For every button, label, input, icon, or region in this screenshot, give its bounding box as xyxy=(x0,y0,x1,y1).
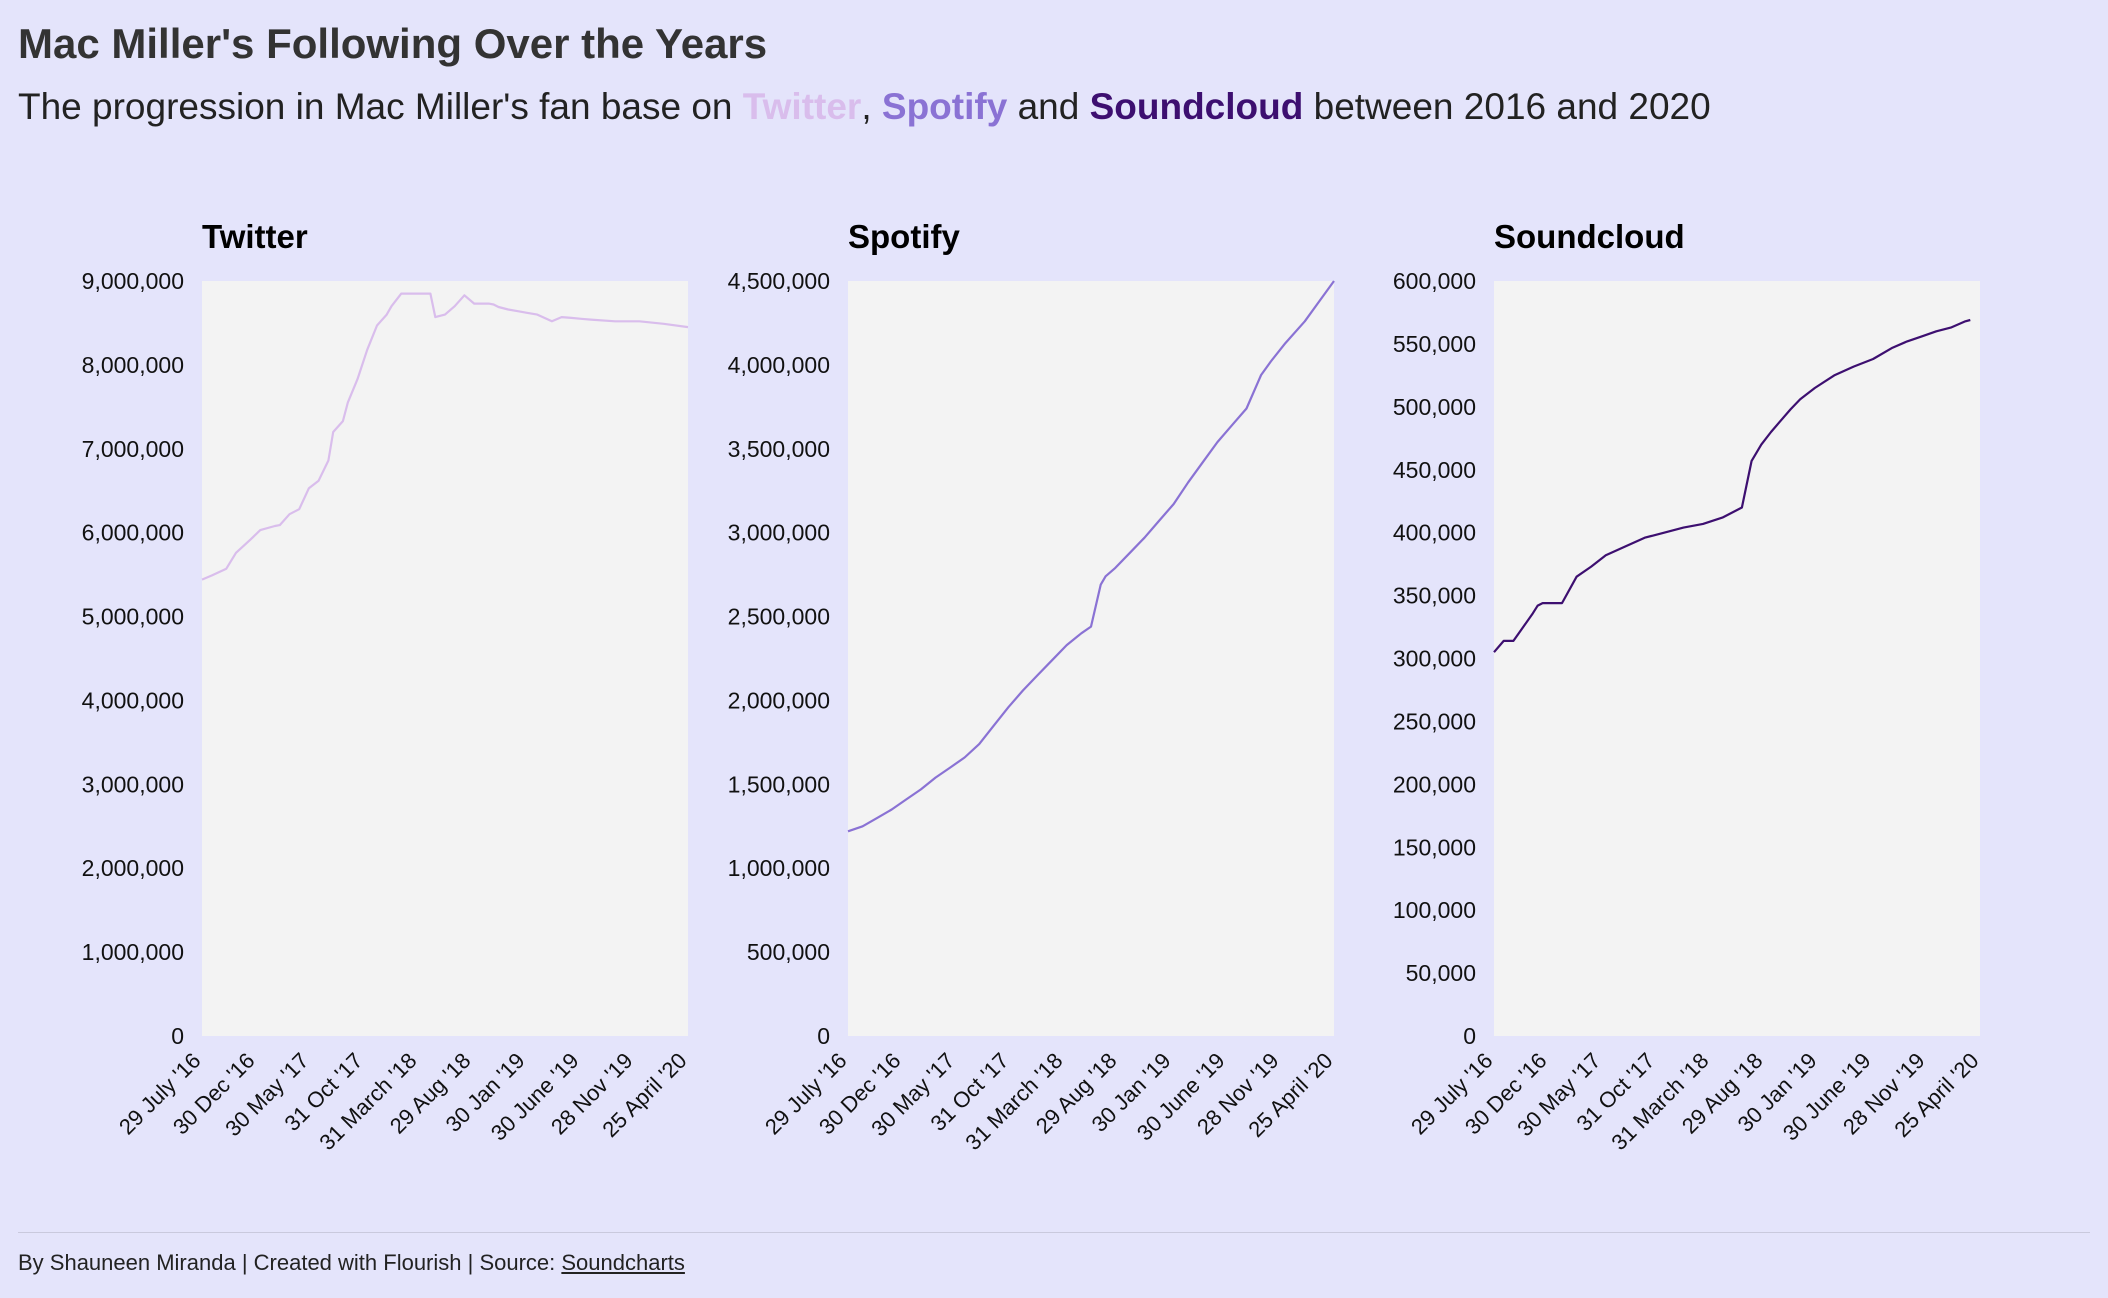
spotify-y-tick-label: 500,000 xyxy=(747,939,830,965)
spotify-series-line xyxy=(847,280,1335,833)
spotify-y-tick-label: 2,500,000 xyxy=(728,604,830,630)
spotify-y-tick-label: 2,000,000 xyxy=(728,687,830,713)
soundcloud-y-tick-label: 100,000 xyxy=(1393,897,1476,923)
soundcloud-y-tick-label: 550,000 xyxy=(1393,331,1476,357)
soundcloud-chart: Soundcloud 0 50,000 100,000 150,000 200,000 25… xyxy=(1393,218,1984,1155)
twitter-y-tick-label: 5,000,000 xyxy=(82,604,184,630)
twitter-chart: Twitter 0 1,000,000 2,000,000 3,000,000 4,000… xyxy=(82,218,692,1155)
footer-credit: By Shauneen Miranda | Created with Flour… xyxy=(18,1250,562,1275)
spotify-y-tick-label: 3,500,000 xyxy=(728,436,830,462)
spotify-y-tick-label: 4,500,000 xyxy=(728,268,830,294)
footer-divider xyxy=(18,1232,2090,1233)
twitter-y-tick-label: 6,000,000 xyxy=(82,520,184,546)
soundcloud-y-tick-label: 500,000 xyxy=(1393,394,1476,420)
twitter-plot-area xyxy=(202,281,688,1036)
soundcloud-y-tick-label: 250,000 xyxy=(1393,708,1476,734)
subtitle-keyword-twitter: Twitter xyxy=(742,86,862,127)
twitter-y-tick-label: 1,000,000 xyxy=(82,939,184,965)
soundcloud-y-tick-label: 600,000 xyxy=(1393,268,1476,294)
spotify-y-tick-label: 3,000,000 xyxy=(728,520,830,546)
soundcloud-y-tick-label: 450,000 xyxy=(1393,457,1476,483)
subtitle-keyword-soundcloud: Soundcloud xyxy=(1089,86,1304,127)
soundcloud-y-tick-label: 200,000 xyxy=(1393,771,1476,797)
subtitle-text-end: between 2016 and 2020 xyxy=(1303,86,1711,127)
soundcloud-y-tick-label: 350,000 xyxy=(1393,583,1476,609)
twitter-y-tick-label: 7,000,000 xyxy=(82,436,184,462)
spotify-y-tick-label: 0 xyxy=(817,1023,830,1049)
twitter-y-tick-label: 3,000,000 xyxy=(82,771,184,797)
subtitle-separator-comma: , xyxy=(861,86,882,127)
soundcloud-plot-area xyxy=(1494,281,1980,1036)
spotify-y-tick-label: 1,500,000 xyxy=(728,771,830,797)
soundcloud-y-tick-label: 300,000 xyxy=(1393,646,1476,672)
spotify-chart-title: Spotify xyxy=(848,218,960,255)
soundcloud-series-line xyxy=(1493,318,1971,653)
spotify-plot-area xyxy=(848,281,1334,1036)
source-link[interactable]: Soundcharts xyxy=(561,1250,685,1275)
twitter-y-tick-label: 2,000,000 xyxy=(82,855,184,881)
soundcloud-y-tick-label: 400,000 xyxy=(1393,520,1476,546)
soundcloud-y-tick-label: 0 xyxy=(1463,1023,1476,1049)
subtitle-text-start: The progression in Mac Miller's fan base… xyxy=(18,86,743,127)
page-subtitle: The progression in Mac Miller's fan base… xyxy=(18,86,1711,128)
twitter-series-line xyxy=(201,292,689,581)
footer: By Shauneen Miranda | Created with Flour… xyxy=(18,1250,685,1276)
twitter-y-tick-label: 8,000,000 xyxy=(82,352,184,378)
soundcloud-y-tick-label: 50,000 xyxy=(1406,960,1476,986)
spotify-y-tick-label: 1,000,000 xyxy=(728,855,830,881)
twitter-y-tick-label: 0 xyxy=(171,1023,184,1049)
page-title: Mac Miller's Following Over the Years xyxy=(18,20,768,67)
soundcloud-y-tick-label: 150,000 xyxy=(1393,834,1476,860)
spotify-y-tick-label: 4,000,000 xyxy=(728,352,830,378)
twitter-y-tick-label: 9,000,000 xyxy=(82,268,184,294)
subtitle-keyword-spotify: Spotify xyxy=(881,86,1008,127)
twitter-y-tick-label: 4,000,000 xyxy=(82,687,184,713)
subtitle-separator-and: and xyxy=(1007,86,1090,127)
spotify-chart: Spotify 0 500,000 1,000,000 1,500,000 2,000,0… xyxy=(728,218,1338,1155)
twitter-chart-title: Twitter xyxy=(202,218,308,255)
soundcloud-chart-title: Soundcloud xyxy=(1494,218,1685,255)
